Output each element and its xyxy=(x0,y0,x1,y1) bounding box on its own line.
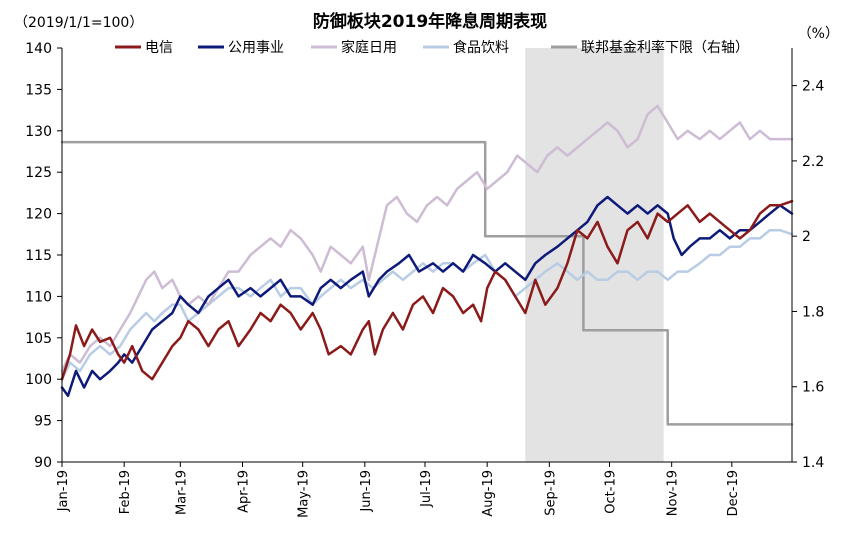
series-line-0 xyxy=(60,199,794,381)
x-tick-label: Oct-19 xyxy=(604,470,619,514)
left-y-tick-label: 125 xyxy=(25,165,52,181)
chart-title: 防御板块2019年降息周期表现 xyxy=(313,11,547,32)
x-tick-label: Sep-19 xyxy=(543,470,558,516)
x-tick-label: Jun-19 xyxy=(359,470,374,513)
left-y-tick-label: 130 xyxy=(25,124,52,140)
left-y-tick-label: 100 xyxy=(25,372,52,388)
x-tick-label: Jul-19 xyxy=(419,470,434,508)
x-tick-label: May-19 xyxy=(297,470,312,518)
series-line-3 xyxy=(60,228,794,381)
left-y-tick-label: 115 xyxy=(25,248,52,264)
series-line-4 xyxy=(60,140,794,426)
x-tick-label: Jan-19 xyxy=(56,470,71,512)
left-y-tick-label: 140 xyxy=(25,41,52,57)
series-line-1 xyxy=(60,195,794,398)
legend-label-4: 联邦基金利率下限（右轴） xyxy=(581,39,749,56)
right-y-tick-label: 1.8 xyxy=(802,304,824,320)
legend-label-2: 家庭日用 xyxy=(341,39,397,56)
x-tick-label: Nov-19 xyxy=(666,470,681,516)
right-y-tick-label: 1.6 xyxy=(802,380,824,396)
right-axis-note: （%） xyxy=(798,26,839,42)
right-y-tick-label: 2 xyxy=(802,229,811,245)
right-y-tick-label: 2.4 xyxy=(802,79,824,95)
left-y-tick-label: 90 xyxy=(34,455,52,471)
x-tick-label: Dec-19 xyxy=(726,470,741,516)
x-tick-label: Mar-19 xyxy=(174,470,189,515)
x-tick-label: Feb-19 xyxy=(118,470,133,514)
legend: 电信 公用事业 家庭日用 食品饮料 联邦基金利率下限（右轴） xyxy=(115,39,749,56)
legend-label-1: 公用事业 xyxy=(228,40,284,56)
series-layer xyxy=(60,104,794,426)
series-line-2 xyxy=(60,104,794,373)
left-axis-note: （2019/1/1=100） xyxy=(14,15,143,31)
left-y-tick-label: 120 xyxy=(25,207,52,223)
right-y-tick-label: 1.4 xyxy=(802,455,824,471)
legend-label-3: 食品饮料 xyxy=(453,39,509,56)
x-tick-label: Apr-19 xyxy=(236,470,251,513)
x-tick-label: Aug-19 xyxy=(481,470,496,517)
axes-layer: 90 95 100 105 110 115 120 125 130 135 140 1.4 1.6 1.8… xyxy=(25,41,824,518)
left-y-tick-label: 135 xyxy=(25,82,52,98)
right-y-tick-label: 2.2 xyxy=(802,154,824,170)
left-y-tick-label: 95 xyxy=(34,414,52,430)
legend-label-0: 电信 xyxy=(145,40,173,56)
rate-cut-period-shading xyxy=(525,48,664,462)
left-y-tick-label: 110 xyxy=(25,289,52,305)
left-y-tick-label: 105 xyxy=(25,331,52,347)
